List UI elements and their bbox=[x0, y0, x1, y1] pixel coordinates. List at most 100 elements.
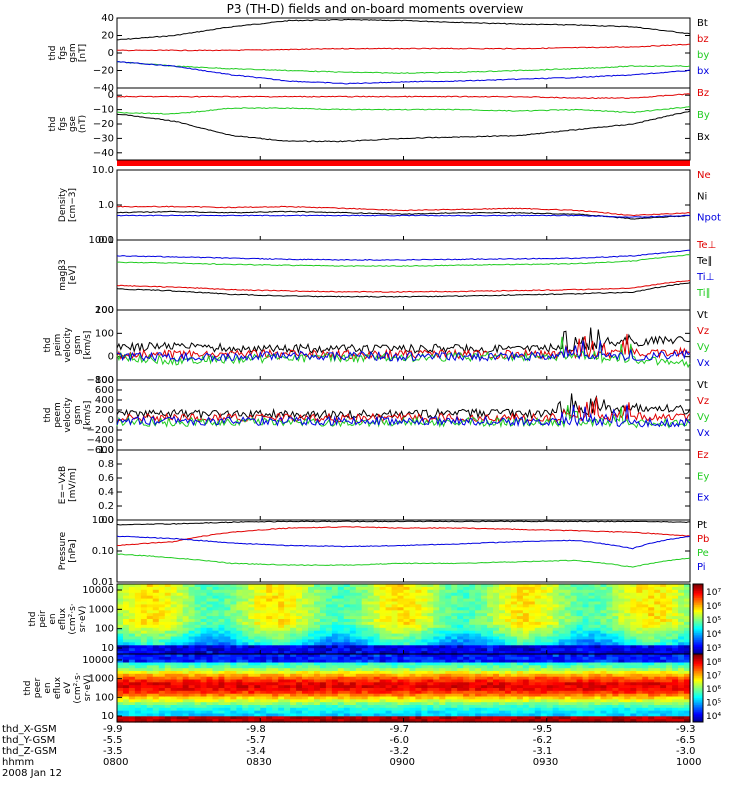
spectrogram-cell bbox=[158, 592, 166, 597]
spectrogram-cell bbox=[146, 696, 154, 700]
spectrogram-cell bbox=[302, 668, 309, 672]
spectrogram-cell bbox=[463, 688, 470, 692]
spectrogram-cell bbox=[194, 671, 202, 675]
spectrogram-cell bbox=[463, 636, 470, 640]
spectrogram-cell bbox=[457, 630, 464, 635]
spectrogram-cell bbox=[499, 690, 506, 695]
spectrogram-cell bbox=[403, 676, 411, 681]
y-tick-label: −10 bbox=[93, 105, 114, 116]
spectrogram-cell bbox=[170, 613, 178, 617]
spectrogram-cell bbox=[164, 610, 172, 614]
spectrogram-cell bbox=[433, 719, 440, 723]
spectrogram-cell bbox=[260, 621, 267, 626]
spectrogram-cell bbox=[469, 679, 476, 683]
spectrogram-cell bbox=[284, 702, 291, 706]
spectrogram-cell bbox=[499, 665, 506, 669]
spectrogram-cell bbox=[385, 707, 393, 712]
spectrogram-cell bbox=[475, 648, 482, 652]
spectrogram-cell bbox=[260, 705, 267, 709]
spectrogram-cell bbox=[391, 633, 399, 638]
spectrogram-cell bbox=[540, 586, 548, 591]
spectrogram-cell bbox=[391, 639, 399, 643]
spectrogram-cell bbox=[254, 705, 261, 709]
spectrogram-cell bbox=[230, 642, 237, 646]
spectrogram-cell bbox=[355, 688, 363, 692]
spectrogram-cell bbox=[594, 668, 602, 672]
spectrogram-cell bbox=[308, 630, 315, 635]
spectrogram-cell bbox=[284, 716, 291, 720]
spectrogram-cell bbox=[576, 642, 584, 646]
spectrogram-cell bbox=[552, 676, 560, 681]
spectrogram-cell bbox=[618, 639, 625, 643]
spectrogram-cell bbox=[218, 719, 226, 723]
spectrogram-cell bbox=[260, 598, 267, 603]
spectrogram-cell bbox=[672, 673, 679, 678]
spectrogram-cell bbox=[218, 592, 226, 597]
spectrogram-cell bbox=[242, 688, 249, 692]
spectrogram-cell bbox=[379, 707, 387, 712]
spectrogram-cell bbox=[170, 639, 178, 643]
spectrogram-cell bbox=[570, 705, 578, 709]
spectrogram-cell bbox=[409, 636, 417, 640]
spectrogram-cell bbox=[564, 604, 572, 608]
spectrogram-cell bbox=[200, 679, 208, 683]
spectrogram-cell bbox=[630, 685, 637, 689]
colorbar-cell bbox=[693, 671, 703, 674]
spectrogram-cell bbox=[385, 688, 393, 692]
spectrogram-cell bbox=[284, 713, 291, 717]
spectrogram-cell bbox=[152, 656, 160, 661]
spectrogram-cell bbox=[415, 645, 422, 649]
spectrogram-cell bbox=[588, 610, 596, 614]
spectrogram-cell bbox=[146, 699, 154, 703]
spectrogram-cell bbox=[140, 604, 148, 608]
spectrogram-cell bbox=[666, 648, 673, 652]
colorbar-cell bbox=[693, 672, 703, 675]
spectrogram-cell bbox=[278, 713, 285, 717]
spectrogram-cell bbox=[373, 604, 381, 608]
y-tick-label: −20 bbox=[93, 66, 114, 77]
spectrogram-cell bbox=[463, 642, 470, 646]
spectrogram-cell bbox=[379, 639, 387, 643]
spectrogram-cell bbox=[445, 651, 452, 655]
spectrogram-cell bbox=[439, 696, 446, 700]
spectrogram-cell bbox=[618, 595, 625, 600]
spectrogram-cell bbox=[510, 604, 518, 608]
spectrogram-cell bbox=[475, 696, 482, 700]
spectrogram-cell bbox=[510, 690, 518, 695]
spectrogram-cell bbox=[128, 671, 136, 675]
colorbar-cell bbox=[693, 652, 703, 655]
spectrogram-cell bbox=[158, 654, 166, 658]
spectrogram-cell bbox=[361, 636, 369, 640]
spectrogram-cell bbox=[236, 710, 243, 715]
spectrogram-cell bbox=[176, 668, 184, 672]
spectrogram-cell bbox=[188, 624, 196, 629]
spectrogram-cell bbox=[564, 719, 572, 723]
spectrogram-cell bbox=[660, 688, 667, 692]
spectrogram-cell bbox=[672, 662, 679, 666]
spectrogram-cell bbox=[212, 705, 220, 709]
spectrogram-cell bbox=[415, 624, 422, 629]
spectrogram-cell bbox=[182, 671, 190, 675]
spectrogram-cell bbox=[439, 624, 446, 629]
spectrogram-cell bbox=[534, 685, 542, 689]
spectrogram-cell bbox=[218, 610, 226, 614]
spectrogram-cell bbox=[439, 671, 446, 675]
spectrogram-cell bbox=[546, 713, 554, 717]
spectrogram-cell bbox=[427, 688, 434, 692]
spectrogram-cell bbox=[319, 592, 327, 597]
spectrogram-cell bbox=[534, 676, 542, 681]
spectrogram-cell bbox=[522, 665, 530, 669]
spectrogram-cell bbox=[182, 665, 190, 669]
spectrogram-cell bbox=[409, 639, 417, 643]
spectrogram-cell bbox=[230, 633, 237, 638]
spectrogram-cell bbox=[487, 676, 494, 681]
spectrogram-cell bbox=[314, 665, 321, 669]
spectrogram-cell bbox=[278, 690, 285, 695]
spectrogram-cell bbox=[558, 648, 566, 652]
spectrogram-cell bbox=[188, 636, 196, 640]
spectrogram-cell bbox=[558, 673, 566, 678]
spectrogram-cell bbox=[182, 713, 190, 717]
spectrogram-cell bbox=[588, 598, 596, 603]
spectrogram-cell bbox=[457, 610, 464, 614]
spectrogram-cell bbox=[522, 662, 530, 666]
